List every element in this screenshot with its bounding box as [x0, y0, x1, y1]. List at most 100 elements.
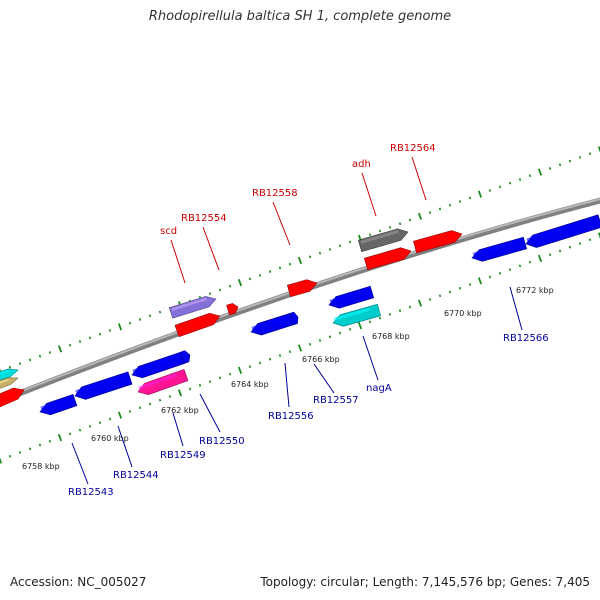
scale-tick — [138, 406, 142, 410]
scale-tick — [88, 336, 92, 340]
scale-tick — [68, 432, 72, 436]
scale-tick — [438, 207, 442, 211]
forward-gene-label[interactable]: RB12564 — [390, 143, 436, 154]
axis-tick-label: 6772 kbp — [516, 286, 554, 295]
topology-text: Topology: circular; Length: 7,145,576 bp… — [260, 575, 590, 589]
scale-tick — [168, 395, 172, 398]
reverse-gene-label[interactable]: RB12544 — [113, 470, 159, 481]
genome-backbone — [0, 197, 600, 405]
scale-tick — [448, 203, 452, 207]
scale-tick — [368, 320, 372, 324]
scale-tick — [237, 279, 243, 287]
reverse-leader-line — [313, 363, 335, 394]
scale-tick — [57, 434, 63, 442]
scale-tick — [98, 421, 102, 425]
scale-tick — [417, 212, 423, 220]
scale-tick — [208, 292, 212, 296]
gene-arrow-rb12566 — [525, 214, 600, 248]
scale-tick — [318, 339, 322, 342]
scale-tick — [8, 454, 12, 458]
scale-tick — [408, 218, 412, 222]
gene-arrow-scd — [168, 296, 217, 319]
scale-tick — [498, 185, 502, 189]
scale-tick — [477, 277, 483, 285]
scale-tick — [218, 376, 222, 380]
forward-leader-line — [361, 172, 377, 217]
scale-tick — [297, 344, 303, 352]
scale-tick — [108, 329, 112, 332]
scale-tick — [308, 342, 312, 346]
scale-tick — [8, 365, 12, 369]
scale-tick — [128, 321, 132, 325]
scale-tick — [597, 146, 600, 153]
scale-tick — [448, 290, 452, 294]
scale-tick — [228, 284, 232, 288]
scale-tick — [488, 275, 492, 279]
forward-gene-label[interactable]: RB12554 — [181, 213, 227, 224]
forward-gene-label[interactable]: RB12558 — [252, 188, 298, 199]
scale-tick — [428, 211, 432, 215]
reverse-leader-line — [71, 442, 89, 485]
scale-tick — [188, 387, 192, 391]
scale-tick — [558, 163, 562, 167]
scale-tick — [458, 200, 462, 203]
scale-tick — [458, 286, 462, 290]
scale-tick — [108, 417, 112, 421]
scale-tick — [308, 255, 312, 259]
scale-tick — [117, 411, 123, 419]
scale-tick — [508, 268, 512, 272]
gene-arrow — [363, 247, 412, 271]
scale-tick — [78, 428, 82, 432]
forward-gene-label[interactable]: adh — [352, 159, 371, 170]
scale-tick — [88, 424, 92, 428]
forward-leader-line — [411, 156, 427, 201]
scale-tick — [48, 439, 52, 443]
scale-tick — [338, 244, 342, 248]
scale-tick — [328, 335, 332, 339]
scale-tick — [177, 389, 183, 397]
scale-tick — [228, 372, 232, 376]
inner-scale-line — [0, 232, 600, 464]
scale-tick — [148, 314, 152, 318]
axis-tick-label: 6758 kbp — [22, 462, 60, 471]
scale-tick — [288, 262, 292, 266]
gene-arrow-rb12544 — [74, 371, 133, 400]
scale-tick — [498, 271, 502, 275]
forward-leader-line — [272, 201, 291, 246]
gene-arrow-rb12554 — [174, 312, 221, 338]
reverse-gene-label[interactable]: RB12556 — [268, 411, 314, 422]
scale-tick — [558, 249, 562, 253]
scale-tick — [518, 264, 522, 268]
reverse-gene-label[interactable]: RB12543 — [68, 487, 114, 498]
gene-arrow — [0, 387, 25, 408]
scale-tick — [0, 457, 3, 464]
scale-tick — [57, 345, 63, 353]
reverse-gene-label[interactable]: RB12566 — [503, 333, 549, 344]
reverse-gene-label[interactable]: RB12550 — [199, 436, 245, 447]
scale-tick — [588, 152, 592, 156]
gene-arrow — [179, 350, 191, 365]
scale-tick — [98, 332, 102, 336]
scale-tick — [568, 245, 572, 249]
gene-arrow-rb12564 — [413, 230, 463, 254]
scale-tick — [348, 240, 352, 244]
reverse-gene-label[interactable]: nagA — [366, 383, 392, 394]
gene-arrow — [226, 303, 239, 316]
forward-gene-label[interactable]: scd — [160, 226, 177, 237]
scale-tick — [158, 398, 162, 402]
scale-tick — [208, 380, 212, 384]
scale-tick — [117, 323, 123, 331]
scale-tick — [428, 298, 432, 301]
scale-tick — [398, 222, 402, 226]
reverse-gene-label[interactable]: RB12557 — [313, 395, 359, 406]
scale-tick — [378, 316, 382, 320]
scale-tick — [528, 260, 532, 264]
scale-tick — [388, 312, 392, 316]
scale-tick — [518, 178, 522, 181]
scale-tick — [368, 233, 372, 237]
reverse-leader-line — [172, 412, 184, 447]
scale-tick — [548, 253, 552, 257]
scale-tick — [288, 350, 292, 354]
gene-labels: scd RB12554 RB12558 adh RB12564 RB12543 RB1254… — [68, 143, 549, 498]
reverse-gene-label[interactable]: RB12549 — [160, 450, 206, 461]
